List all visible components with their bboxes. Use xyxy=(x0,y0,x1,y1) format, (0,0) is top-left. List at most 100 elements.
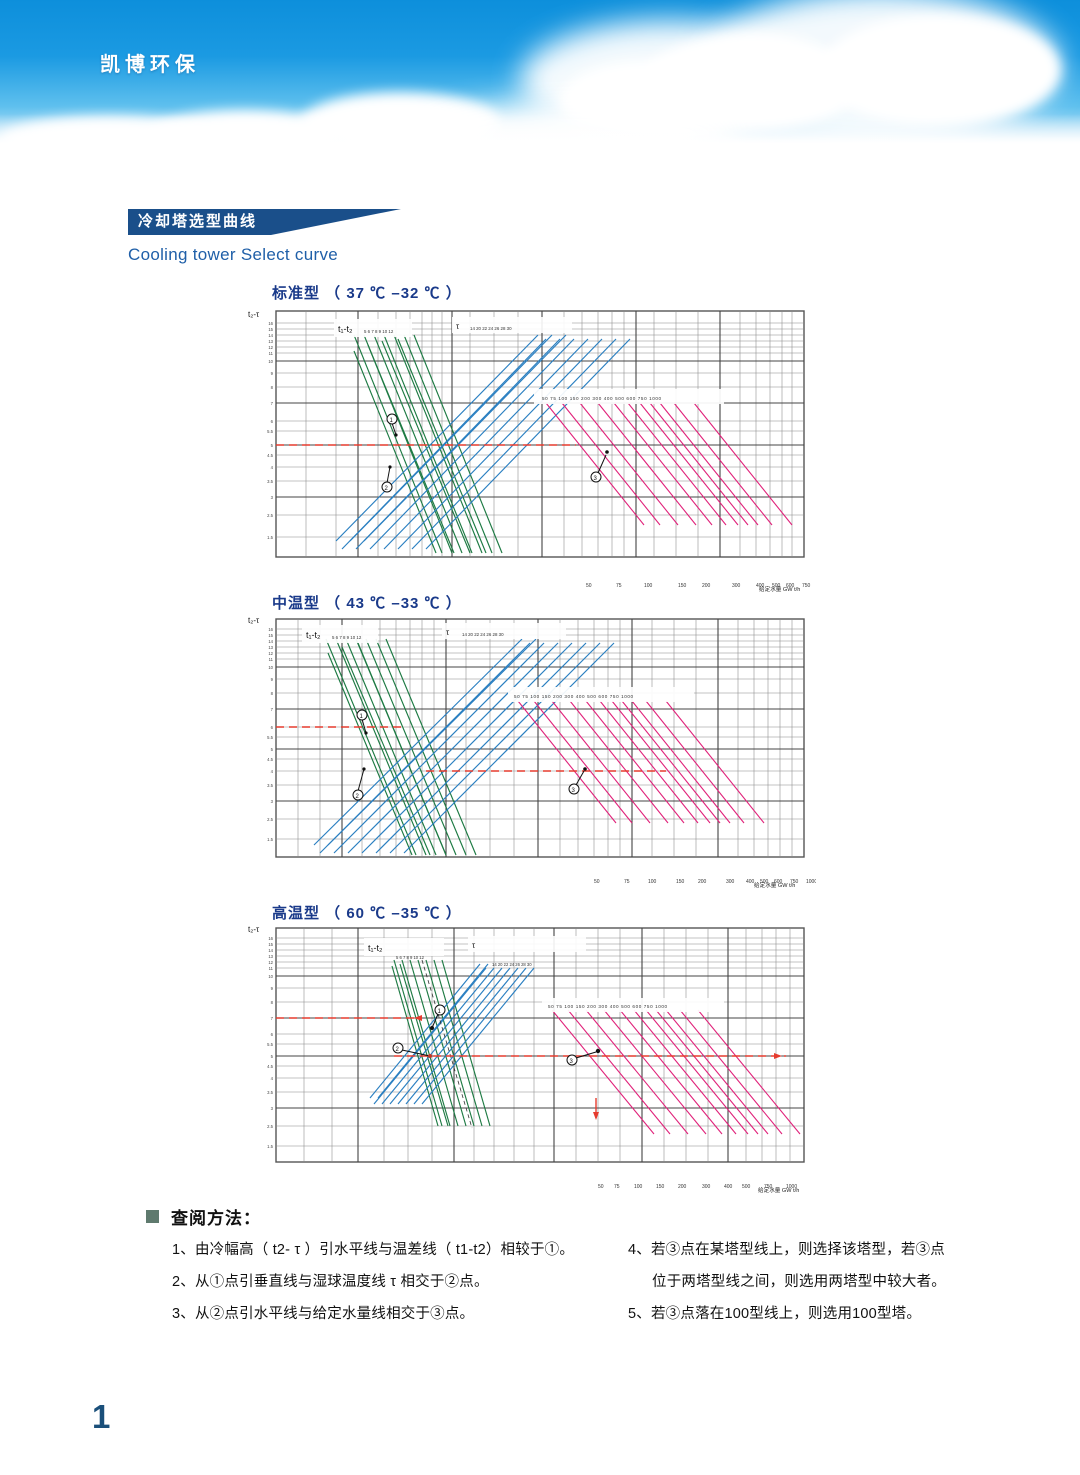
svg-text:3: 3 xyxy=(570,1059,574,1065)
chart3-green-family-label: t₁-t₂ xyxy=(368,943,383,953)
chart-standard-svg: t₁-t₂ 5 6 7 8 9 10 12 τ 14 20 22 24 26 2… xyxy=(248,310,805,558)
section-heading-cn: 冷却塔选型曲线 xyxy=(138,213,258,230)
chart3-marker-3: 3 xyxy=(566,1048,601,1066)
svg-text:1000: 1000 xyxy=(806,879,816,885)
chart2-blue-family-label: τ xyxy=(446,628,450,637)
svg-text:1.5: 1.5 xyxy=(267,535,273,540)
svg-text:16: 16 xyxy=(268,936,273,941)
section-heading-en: Cooling tower Select curve xyxy=(128,245,339,264)
svg-text:10: 10 xyxy=(268,665,273,670)
svg-text:12: 12 xyxy=(268,960,273,965)
svg-text:200: 200 xyxy=(702,583,711,589)
note-right-5: 5、若③点落在100型线上，则选用100型塔。 xyxy=(628,1306,922,1322)
svg-text:50: 50 xyxy=(586,583,592,589)
notes-title: 查阅方法： xyxy=(171,1209,261,1228)
svg-text:13: 13 xyxy=(268,645,273,650)
chart-high: t₁-t₂ 5 6 7 8 9 10 12 τ 14 20 22 24 26 2… xyxy=(246,922,816,1211)
svg-text:75: 75 xyxy=(624,879,630,885)
svg-text:15: 15 xyxy=(268,327,273,332)
svg-text:1000: 1000 xyxy=(786,1184,797,1190)
svg-text:1: 1 xyxy=(360,714,364,720)
svg-text:14 20 22 24 26 28 30: 14 20 22 24 26 28 30 xyxy=(462,632,504,637)
svg-text:2.5: 2.5 xyxy=(267,817,273,822)
svg-text:8: 8 xyxy=(271,691,274,696)
svg-text:500: 500 xyxy=(772,583,781,589)
svg-text:50 75 100 150 200 300 400: 50 75 100 150 200 300 400 500 600 750 10… xyxy=(548,1004,668,1009)
guide-lines-red xyxy=(276,1015,786,1120)
svg-text:9: 9 xyxy=(271,986,274,991)
svg-text:5 6 7 8 9 10 12: 5 6 7 8 9 10 12 xyxy=(364,329,394,334)
page-banner: 凯博环保 xyxy=(0,0,1080,148)
company-logo: 凯博环保 xyxy=(100,54,200,76)
bullet-square-icon xyxy=(146,1210,159,1223)
svg-text:12: 12 xyxy=(268,651,273,656)
svg-text:100: 100 xyxy=(648,879,657,885)
chart-mid-svg: t₁-t₂ 5 6 7 8 9 10 12 τ 14 20 22 24 26 2… xyxy=(248,616,805,858)
svg-text:16: 16 xyxy=(268,321,273,326)
svg-text:7: 7 xyxy=(271,707,274,712)
chart2-y-axis-label: t₂-τ xyxy=(248,616,260,625)
svg-text:50 75 100 150 200 300 40: 50 75 100 150 200 300 400 500 600 750 10… xyxy=(514,694,634,699)
svg-text:3.5: 3.5 xyxy=(267,783,273,788)
svg-text:100: 100 xyxy=(634,1184,643,1190)
svg-text:2.5: 2.5 xyxy=(267,1124,273,1129)
svg-text:2: 2 xyxy=(385,486,389,492)
svg-text:3.5: 3.5 xyxy=(267,479,273,484)
svg-text:5.5: 5.5 xyxy=(267,429,273,434)
note-right-4b: 位于两塔型线之间，则选用两塔型中较大者。 xyxy=(652,1274,946,1290)
svg-text:750: 750 xyxy=(790,879,799,885)
svg-text:5: 5 xyxy=(271,747,274,752)
svg-text:4.5: 4.5 xyxy=(267,453,273,458)
svg-text:7: 7 xyxy=(271,401,274,406)
section-heading: 冷却塔选型曲线 xyxy=(128,209,402,235)
svg-text:11: 11 xyxy=(269,351,274,356)
chart1-marker-1: 1 xyxy=(386,413,398,437)
svg-text:2.5: 2.5 xyxy=(267,513,273,518)
chart1-green-family-label: t₁-t₂ xyxy=(338,324,353,334)
svg-text:500: 500 xyxy=(760,879,769,885)
svg-text:6: 6 xyxy=(271,725,274,730)
svg-text:15: 15 xyxy=(268,942,273,947)
svg-text:3: 3 xyxy=(271,799,274,804)
note-left-3: 3、从②点引水平线与给定水量线相交于③点。 xyxy=(172,1306,475,1322)
note-left-1: 1、由冷幅高（ t2- τ ）引水平线与温差线（ t1-t2）相较于①。 xyxy=(172,1242,575,1258)
chart-high-svg: t₁-t₂ 5 6 7 8 9 10 12 τ 14 20 22 24 26 2… xyxy=(248,925,805,1163)
chart2-green-family-label: t₁-t₂ xyxy=(306,630,321,640)
svg-text:1.5: 1.5 xyxy=(267,837,273,842)
svg-text:5: 5 xyxy=(271,443,274,448)
note-right-4: 4、若③点在某塔型线上，则选择该塔型，若③点 xyxy=(628,1242,945,1258)
svg-text:7: 7 xyxy=(271,1016,274,1021)
chart1-x-axis-label: 给定水量 GW t/h xyxy=(759,585,800,593)
svg-text:1: 1 xyxy=(390,418,394,424)
svg-text:5.5: 5.5 xyxy=(267,1042,273,1047)
chart2-marker-2: 2 xyxy=(352,767,366,801)
chart2-x-axis-label: 给定水量 GW t/h xyxy=(754,881,795,889)
svg-text:600: 600 xyxy=(786,583,795,589)
svg-text:75: 75 xyxy=(614,1184,620,1190)
banner-fade xyxy=(0,114,1080,148)
svg-text:14: 14 xyxy=(268,333,273,338)
svg-text:3.5: 3.5 xyxy=(267,1090,273,1095)
svg-text:2: 2 xyxy=(356,794,360,800)
chart2-marker-3: 3 xyxy=(568,767,587,795)
chart3-x-axis-label: 给定水量 GW t/h xyxy=(758,1186,799,1194)
svg-text:200: 200 xyxy=(678,1184,687,1190)
svg-text:3: 3 xyxy=(594,476,598,482)
svg-text:4: 4 xyxy=(271,769,274,774)
chart-mid: t₁-t₂ 5 6 7 8 9 10 12 τ 14 20 22 24 26 2… xyxy=(246,613,817,906)
svg-text:5: 5 xyxy=(271,1054,274,1059)
svg-text:15: 15 xyxy=(268,633,273,638)
svg-text:4: 4 xyxy=(271,465,274,470)
svg-text:300: 300 xyxy=(726,879,735,885)
svg-text:500: 500 xyxy=(742,1184,751,1190)
chart1-marker-3: 3 xyxy=(590,450,609,483)
chart-title-standard: 标准型 （ 37 ℃ –32 ℃ ） xyxy=(272,285,462,302)
note-left-2: 2、从①点引垂直线与湿球温度线 τ 相交于②点。 xyxy=(172,1274,489,1290)
chart1-y-axis-label: t₂-τ xyxy=(248,310,260,319)
svg-text:750: 750 xyxy=(764,1184,773,1190)
svg-text:4.5: 4.5 xyxy=(267,1064,273,1069)
svg-text:6: 6 xyxy=(271,419,274,424)
chart-standard: t₁-t₂ 5 6 7 8 9 10 12 τ 14 20 22 24 26 2… xyxy=(246,305,829,612)
svg-text:1: 1 xyxy=(438,1009,442,1015)
svg-text:3: 3 xyxy=(271,495,274,500)
